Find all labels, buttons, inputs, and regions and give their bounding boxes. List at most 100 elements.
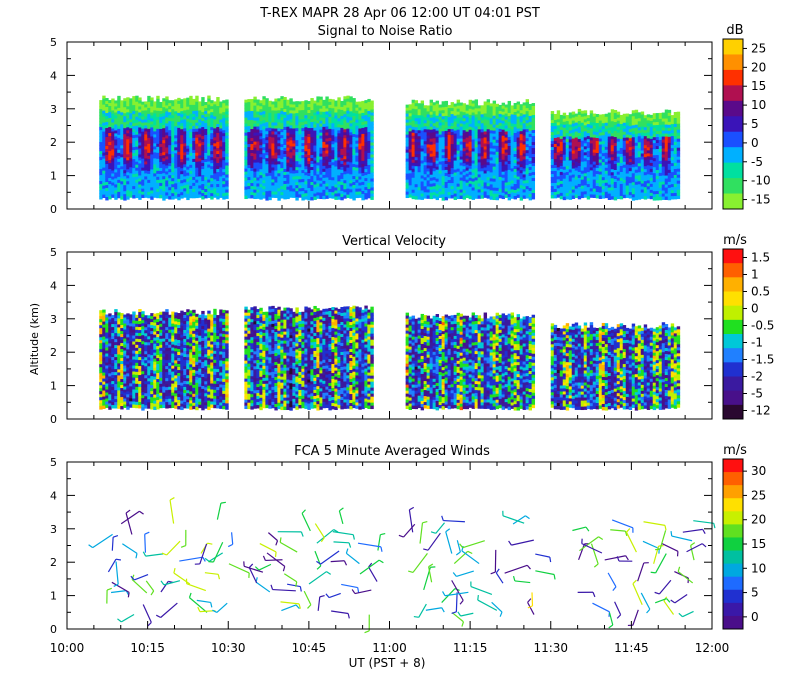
heat-cell xyxy=(310,152,314,156)
heat-cell xyxy=(565,148,570,152)
heat-cell xyxy=(201,100,205,104)
heat-cell xyxy=(361,109,365,114)
heat-cell xyxy=(271,107,275,111)
heat-cell xyxy=(153,122,157,126)
heat-cell xyxy=(328,170,332,175)
heat-cell xyxy=(210,181,214,185)
heat-cell xyxy=(316,99,320,103)
heat-cell xyxy=(358,146,362,150)
heat-cell xyxy=(583,170,588,174)
heat-cell xyxy=(459,147,464,151)
heat-cell xyxy=(580,116,585,121)
heat-cell xyxy=(531,151,536,155)
heat-cell xyxy=(219,140,223,144)
heat-cell xyxy=(483,101,488,105)
heat-cell xyxy=(426,186,431,190)
heat-cell xyxy=(610,112,615,116)
heat-cell xyxy=(219,122,223,126)
heat-cell xyxy=(337,160,341,164)
heat-cell xyxy=(159,122,163,127)
heat-cell xyxy=(250,102,254,106)
heat-cell xyxy=(198,188,202,192)
heat-cell xyxy=(456,132,461,137)
heat-cell xyxy=(565,166,570,170)
heat-cell xyxy=(111,125,115,129)
heat-cell xyxy=(195,152,199,157)
heat-cell xyxy=(420,112,425,116)
heat-cell xyxy=(346,131,350,136)
heat-cell xyxy=(159,167,163,172)
heat-cell xyxy=(262,186,266,190)
heat-cell xyxy=(304,100,308,104)
heat-cell xyxy=(177,115,181,120)
heat-cell xyxy=(583,116,588,120)
heat-cell xyxy=(310,167,314,171)
heat-cell xyxy=(522,138,527,142)
heat-cell xyxy=(301,158,305,162)
heat-cell xyxy=(601,174,606,178)
heat-cell xyxy=(340,124,344,129)
heat-cell xyxy=(295,131,299,135)
heat-cell xyxy=(325,159,329,163)
heat-cell xyxy=(268,127,272,132)
heat-cell xyxy=(408,113,413,117)
heat-cell xyxy=(162,188,166,192)
heat-cell xyxy=(456,108,461,113)
heat-cell xyxy=(207,152,211,156)
heat-cell xyxy=(250,162,254,166)
heat-cell xyxy=(513,154,518,158)
heat-cell xyxy=(480,108,485,112)
heat-cell xyxy=(313,157,317,161)
heat-cell xyxy=(495,109,500,114)
heat-cell xyxy=(111,146,115,150)
heat-cell xyxy=(456,138,461,143)
heat-cell xyxy=(435,103,440,108)
heat-cell xyxy=(331,159,335,163)
heat-cell xyxy=(268,193,272,198)
heat-cell xyxy=(129,140,133,144)
heat-cell xyxy=(340,175,344,180)
heat-cell xyxy=(150,139,154,143)
heat-cell xyxy=(414,130,419,134)
heat-cell xyxy=(195,170,199,175)
heat-cell xyxy=(559,171,564,176)
heat-cell xyxy=(592,140,597,144)
heat-cell xyxy=(550,147,555,151)
heat-cell xyxy=(361,133,365,138)
heat-cell xyxy=(610,121,615,125)
heat-cell xyxy=(370,163,374,167)
heat-cell xyxy=(556,149,561,153)
heat-cell xyxy=(471,163,476,167)
heat-cell xyxy=(105,110,109,114)
heat-cell xyxy=(111,161,115,165)
heat-cell xyxy=(129,131,133,135)
heat-cell xyxy=(598,171,603,175)
heat-cell xyxy=(417,118,422,122)
heat-cell xyxy=(268,109,272,114)
heat-cell xyxy=(483,128,488,132)
heat-cell xyxy=(604,188,609,193)
heat-cell xyxy=(510,135,515,139)
heat-cell xyxy=(295,110,299,114)
heat-cell xyxy=(153,164,157,168)
heat-cell xyxy=(253,114,257,119)
heat-cell xyxy=(259,106,263,110)
heat-cell xyxy=(408,173,413,177)
heat-cell xyxy=(120,100,124,104)
heat-cell xyxy=(150,148,154,152)
heat-cell xyxy=(126,151,130,155)
heat-cell xyxy=(444,112,449,117)
heat-cell xyxy=(477,183,482,187)
heat-cell xyxy=(516,137,521,141)
heat-cell xyxy=(195,191,199,196)
heat-cell xyxy=(159,191,163,196)
heat-cell xyxy=(331,144,335,148)
heat-cell xyxy=(111,149,115,153)
heat-cell xyxy=(528,115,533,120)
heat-cell xyxy=(250,108,254,112)
heat-cell xyxy=(486,123,491,127)
heat-cell xyxy=(210,109,214,113)
heat-cell xyxy=(123,119,127,123)
heat-cell xyxy=(262,120,266,124)
heat-cell xyxy=(556,179,561,183)
